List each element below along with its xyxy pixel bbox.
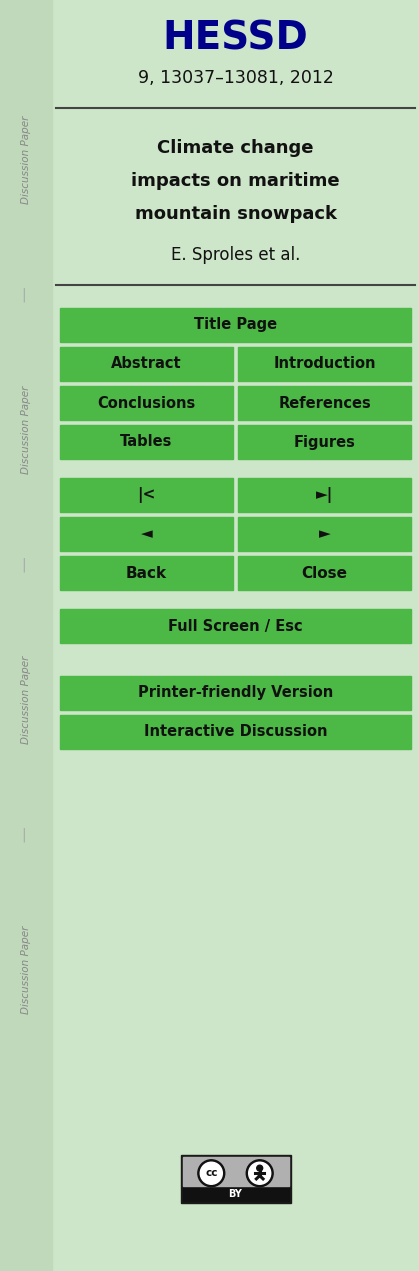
Bar	[60, 425, 233, 459]
Bar	[60, 478, 233, 512]
Circle shape	[249, 1162, 271, 1185]
Bar	[238, 386, 411, 419]
Bar	[238, 478, 411, 512]
Bar	[60, 676, 411, 710]
Text: Full Screen / Esc: Full Screen / Esc	[168, 619, 303, 633]
Text: impacts on maritime: impacts on maritime	[131, 172, 340, 189]
Text: Discussion Paper: Discussion Paper	[21, 656, 31, 745]
Text: ◄: ◄	[141, 526, 153, 541]
Text: |: |	[22, 827, 26, 843]
Bar	[238, 425, 411, 459]
Text: Title Page: Title Page	[194, 318, 277, 333]
Text: Discussion Paper: Discussion Paper	[21, 116, 31, 205]
Text: Climate change: Climate change	[157, 139, 314, 158]
Text: Abstract: Abstract	[111, 356, 182, 371]
Bar	[183, 1157, 289, 1186]
Bar	[60, 386, 233, 419]
Text: cc: cc	[205, 1168, 217, 1178]
Bar	[183, 1187, 289, 1201]
Text: mountain snowpack: mountain snowpack	[134, 205, 336, 222]
Bar	[60, 609, 411, 643]
Text: Tables: Tables	[120, 435, 173, 450]
Text: Close: Close	[302, 566, 347, 581]
Bar	[0, 0, 52, 1271]
Text: Introduction: Introduction	[273, 356, 376, 371]
Text: BY: BY	[228, 1190, 243, 1200]
Text: |: |	[22, 558, 26, 572]
Bar	[60, 517, 233, 552]
Circle shape	[257, 1166, 263, 1171]
Bar	[60, 555, 233, 590]
Bar	[238, 347, 411, 381]
Text: Back: Back	[126, 566, 167, 581]
Text: E. Sproles et al.: E. Sproles et al.	[171, 247, 300, 264]
Text: Conclusions: Conclusions	[97, 395, 196, 411]
Text: HESSD: HESSD	[163, 19, 308, 57]
Text: Discussion Paper: Discussion Paper	[21, 925, 31, 1014]
Circle shape	[198, 1160, 225, 1187]
Bar	[238, 517, 411, 552]
Text: Interactive Discussion: Interactive Discussion	[144, 724, 327, 740]
Bar	[60, 347, 233, 381]
Text: Figures: Figures	[294, 435, 355, 450]
Text: ►|: ►|	[316, 487, 333, 503]
Text: Discussion Paper: Discussion Paper	[21, 386, 31, 474]
Text: |<: |<	[137, 487, 156, 503]
Bar	[238, 555, 411, 590]
Bar	[60, 308, 411, 342]
Circle shape	[246, 1160, 273, 1187]
Text: Printer-friendly Version: Printer-friendly Version	[138, 685, 333, 700]
Text: ►: ►	[318, 526, 330, 541]
Bar	[60, 716, 411, 749]
Bar	[181, 1155, 290, 1202]
Text: References: References	[278, 395, 371, 411]
Text: 9, 13037–13081, 2012: 9, 13037–13081, 2012	[137, 69, 334, 86]
Circle shape	[200, 1162, 222, 1185]
Text: |: |	[22, 287, 26, 302]
